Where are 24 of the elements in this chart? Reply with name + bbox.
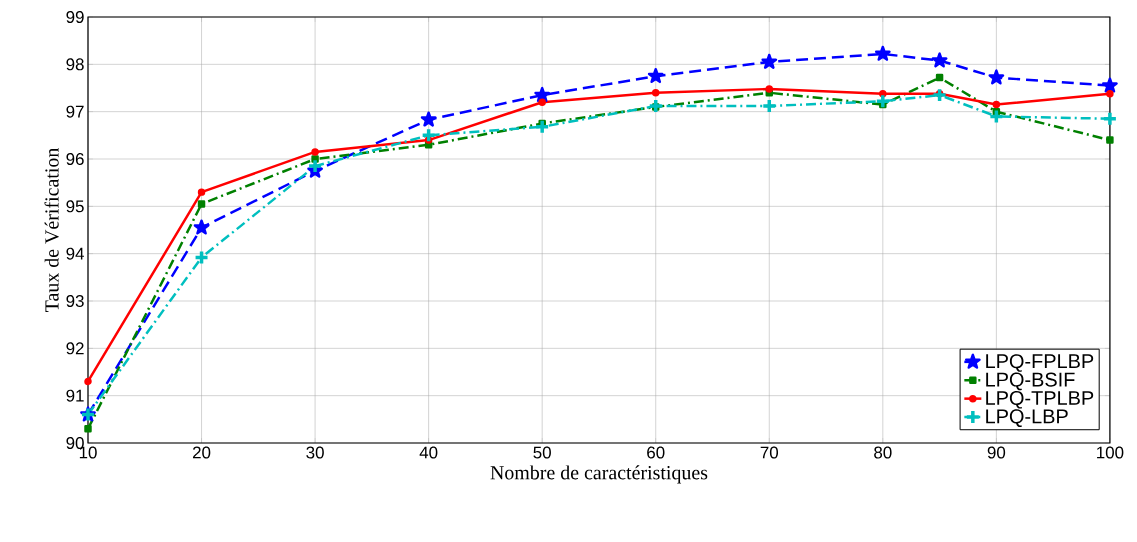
x-tick-label: 60	[647, 446, 665, 459]
y-axis-title: Taux de Vérification	[44, 147, 59, 312]
x-tick-label: 100	[1097, 446, 1124, 459]
x-tick-label: 50	[533, 446, 551, 459]
x-tick-label: 80	[874, 446, 892, 459]
y-tick-label: 95	[66, 200, 84, 213]
y-tick-label: 97	[66, 105, 84, 118]
y-tick-label: 91	[66, 389, 84, 402]
x-axis-title: Nombre de caractéristiques	[490, 465, 708, 484]
x-tick-label: 30	[306, 446, 324, 459]
x-tick-label: 90	[987, 446, 1006, 459]
legend-label: LPQ-FPLBP	[986, 354, 1094, 372]
y-tick-label: 92	[66, 342, 84, 355]
x-tick-label: 20	[192, 446, 211, 459]
y-tick-label: 96	[66, 153, 84, 165]
legend-label: LPQ-TPLBP	[986, 390, 1094, 409]
x-tick-label: 40	[419, 446, 438, 459]
x-tick-label: 70	[760, 446, 779, 459]
y-tick-label: 98	[66, 58, 84, 71]
y-tick-label: 93	[66, 295, 84, 307]
legend-label: LPQ-LBP	[986, 409, 1068, 428]
y-tick-label: 99	[66, 11, 84, 23]
y-tick-label: 94	[66, 247, 84, 260]
legend-label: LPQ-BSIF	[986, 372, 1075, 391]
